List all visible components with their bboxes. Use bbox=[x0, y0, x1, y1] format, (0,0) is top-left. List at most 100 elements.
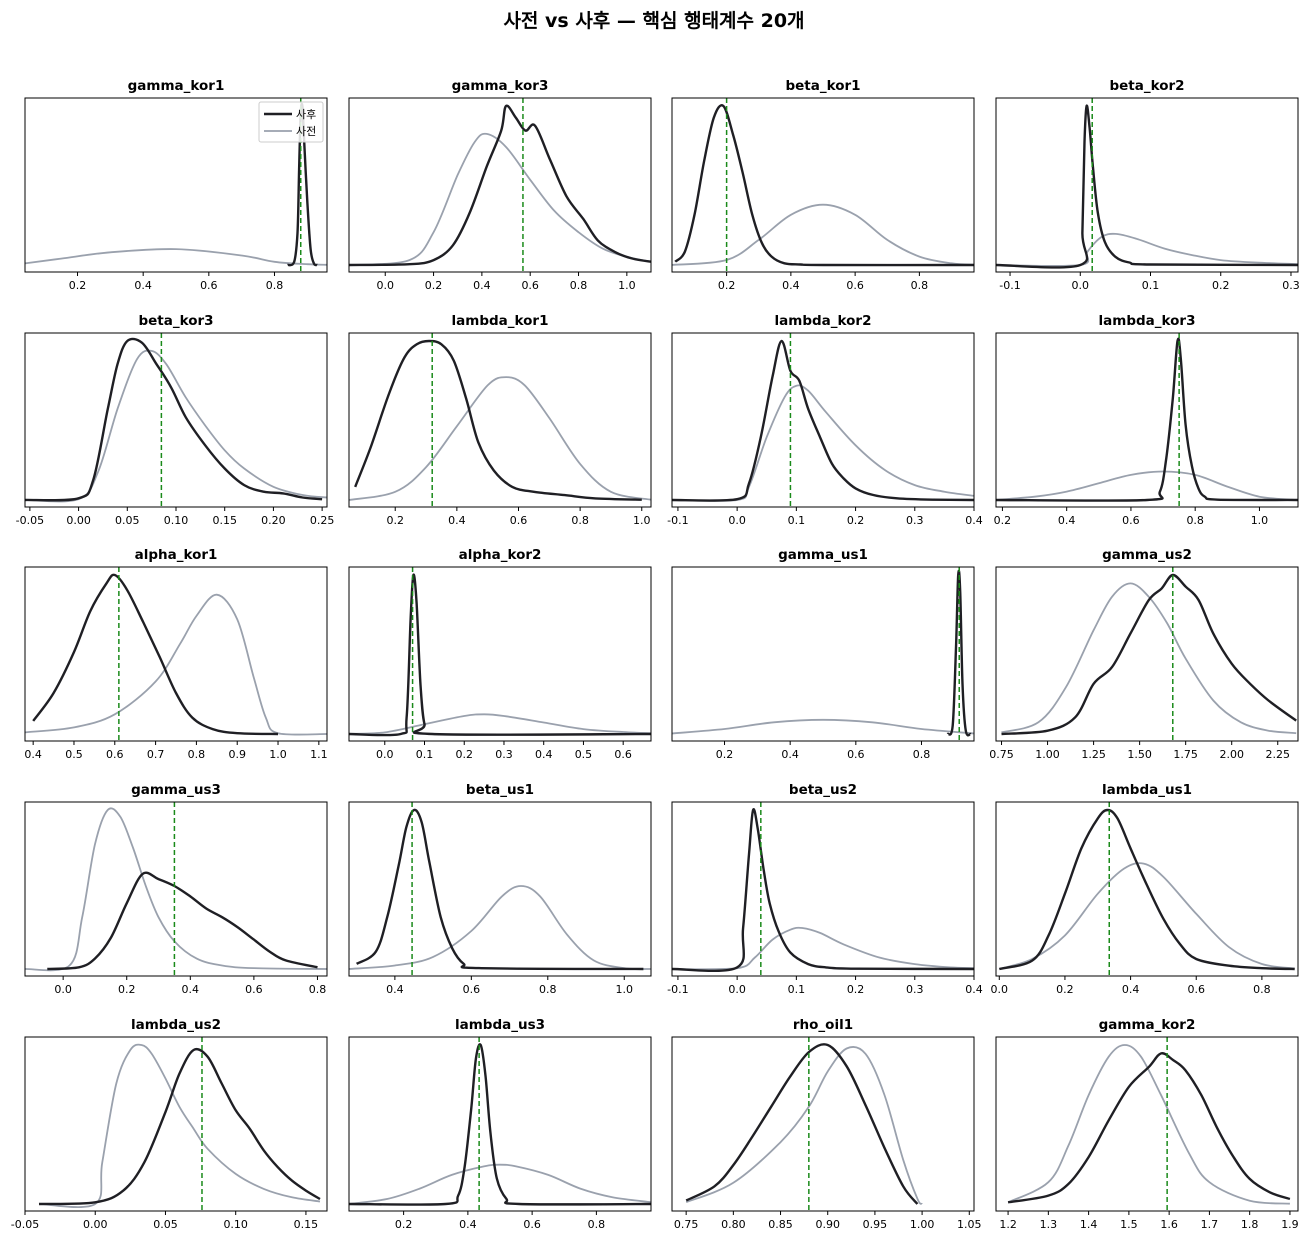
panel-gamma_us1: gamma_us1 0.2 0.4 0.6 0.8 bbox=[671, 547, 975, 761]
prior-density-line bbox=[348, 1163, 652, 1205]
x-tick-label: 0.0 bbox=[728, 983, 746, 996]
x-tick-label: 0.5 bbox=[575, 748, 593, 761]
x-tick-label: 1.50 bbox=[1127, 748, 1152, 761]
panel-title: lambda_us2 bbox=[131, 1017, 221, 1033]
panel-title: alpha_kor1 bbox=[135, 547, 218, 563]
panel-title: gamma_us2 bbox=[1102, 547, 1192, 563]
panel-beta_kor1: beta_kor1 0.2 0.4 0.6 0.8 bbox=[671, 78, 975, 292]
x-tick-label: 1.9 bbox=[1281, 1218, 1299, 1231]
x-tick-label: 0.8 bbox=[571, 514, 589, 527]
x-tick-label: 0.6 bbox=[510, 514, 528, 527]
x-tick-label: 0.2 bbox=[386, 514, 404, 527]
x-tick-label: 0.2 bbox=[1212, 279, 1230, 292]
x-tick-label: 0.75 bbox=[674, 1218, 699, 1231]
x-tick-label: 0.0 bbox=[728, 514, 746, 527]
panel-beta_kor3: beta_kor3 -0.05 0.00 0.05 0.10 0.15 0.20 0.25 bbox=[16, 313, 335, 527]
prior-density-line bbox=[1001, 582, 1297, 735]
x-tick-label: 0.4 bbox=[1058, 514, 1076, 527]
x-tick-label: 0.5 bbox=[65, 748, 83, 761]
panel-title: lambda_us3 bbox=[455, 1017, 545, 1033]
prior-density-line bbox=[348, 132, 652, 266]
axes-frame bbox=[24, 1036, 328, 1212]
posterior-density-line bbox=[348, 573, 652, 737]
prior-density-line bbox=[24, 593, 328, 736]
panel-gamma_us2: gamma_us2 0.75 1.00 1.25 1.50 1.75 2.00 2.25 bbox=[989, 547, 1299, 761]
x-tick-label: 1.0 bbox=[618, 279, 636, 292]
x-tick-label: 0.20 bbox=[261, 514, 286, 527]
x-tick-label: 0.6 bbox=[245, 983, 263, 996]
prior-density-line bbox=[348, 885, 652, 970]
x-tick-label: 0.8 bbox=[911, 279, 929, 292]
panel-title: gamma_kor3 bbox=[452, 78, 549, 94]
x-tick-label: 1.75 bbox=[1173, 748, 1198, 761]
x-tick-label: 0.6 bbox=[1122, 514, 1140, 527]
x-tick-label: 0.4 bbox=[782, 279, 800, 292]
x-tick-label: 0.4 bbox=[386, 983, 404, 996]
panel-title: beta_us1 bbox=[466, 782, 534, 798]
x-tick-label: 0.6 bbox=[846, 279, 864, 292]
x-tick-label: 0.4 bbox=[965, 514, 983, 527]
x-tick-label: 0.1 bbox=[788, 983, 806, 996]
x-tick-label: 0.6 bbox=[614, 748, 632, 761]
axes-frame bbox=[348, 332, 652, 508]
x-tick-label: 0.05 bbox=[115, 514, 140, 527]
x-tick-label: 1.0 bbox=[1251, 514, 1269, 527]
x-tick-label: 1.05 bbox=[957, 1218, 982, 1231]
axes-frame bbox=[671, 1036, 975, 1212]
x-tick-label: 0.0 bbox=[1072, 279, 1090, 292]
x-tick-label: 1.0 bbox=[633, 514, 651, 527]
prior-density-line bbox=[999, 862, 1295, 970]
axes-frame bbox=[671, 801, 975, 977]
axes-frame bbox=[671, 566, 975, 742]
panel-title: beta_kor1 bbox=[785, 78, 860, 94]
x-tick-label: 0.8 bbox=[188, 748, 206, 761]
panel-title: alpha_kor2 bbox=[459, 547, 542, 563]
x-tick-label: 0.8 bbox=[266, 279, 284, 292]
x-tick-label: 0.2 bbox=[847, 514, 865, 527]
x-tick-label: 0.1 bbox=[1142, 279, 1160, 292]
x-tick-label: 0.00 bbox=[66, 514, 91, 527]
x-tick-label: 1.0 bbox=[269, 748, 287, 761]
panel-gamma_kor2: gamma_kor2 1.2 1.3 1.4 1.5 1.6 1.7 1.8 1.9 bbox=[995, 1017, 1299, 1231]
x-tick-label: 2.25 bbox=[1265, 748, 1290, 761]
axes-frame bbox=[24, 97, 328, 273]
x-tick-label: 0.0 bbox=[54, 983, 72, 996]
x-tick-label: 0.15 bbox=[212, 514, 237, 527]
x-tick-label: 1.8 bbox=[1241, 1218, 1259, 1231]
x-tick-label: -0.1 bbox=[999, 279, 1020, 292]
panel-rho_oil1: rho_oil1 0.75 0.80 0.85 0.90 0.95 1.00 1.05 bbox=[671, 1017, 982, 1231]
prior-density-line bbox=[38, 1043, 321, 1208]
x-tick-label: 1.7 bbox=[1201, 1218, 1219, 1231]
panel-alpha_kor2: alpha_kor2 0.0 0.1 0.2 0.3 0.4 0.5 0.6 bbox=[348, 547, 652, 761]
x-tick-label: 0.15 bbox=[294, 1218, 319, 1231]
x-tick-label: -0.05 bbox=[11, 1218, 39, 1231]
panel-title: lambda_us1 bbox=[1102, 782, 1192, 798]
prior-density-line bbox=[995, 470, 1299, 501]
x-tick-label: 0.3 bbox=[906, 983, 924, 996]
x-tick-label: 0.0 bbox=[376, 279, 394, 292]
x-tick-label: 1.1 bbox=[310, 748, 328, 761]
posterior-density-line bbox=[32, 573, 279, 736]
panel-title: lambda_kor3 bbox=[1099, 313, 1196, 329]
panel-title: lambda_kor2 bbox=[775, 313, 872, 329]
axes-frame bbox=[671, 97, 975, 273]
x-tick-label: 0.4 bbox=[473, 279, 491, 292]
x-tick-label: 0.4 bbox=[781, 748, 799, 761]
axes-frame bbox=[348, 801, 652, 977]
posterior-density-line bbox=[354, 339, 642, 501]
prior-density-line bbox=[348, 713, 652, 735]
posterior-density-line bbox=[47, 871, 318, 971]
panel-title: gamma_kor1 bbox=[128, 78, 225, 94]
panel-lambda_us3: lambda_us3 0.2 0.4 0.6 0.8 bbox=[348, 1017, 652, 1231]
x-tick-label: 0.2 bbox=[1056, 983, 1074, 996]
x-tick-label: 0.75 bbox=[989, 748, 1014, 761]
panel-title: rho_oil1 bbox=[793, 1017, 853, 1033]
panel-gamma_kor3: gamma_kor3 0.0 0.2 0.4 0.6 0.8 1.0 bbox=[348, 78, 652, 292]
x-tick-label: -0.1 bbox=[667, 983, 688, 996]
axes-frame bbox=[24, 566, 328, 742]
panel-gamma_us3: gamma_us3 0.0 0.2 0.4 0.6 0.8 bbox=[24, 782, 328, 996]
x-tick-label: 0.6 bbox=[200, 279, 218, 292]
x-tick-label: 0.90 bbox=[815, 1218, 840, 1231]
x-tick-label: 1.25 bbox=[1081, 748, 1106, 761]
